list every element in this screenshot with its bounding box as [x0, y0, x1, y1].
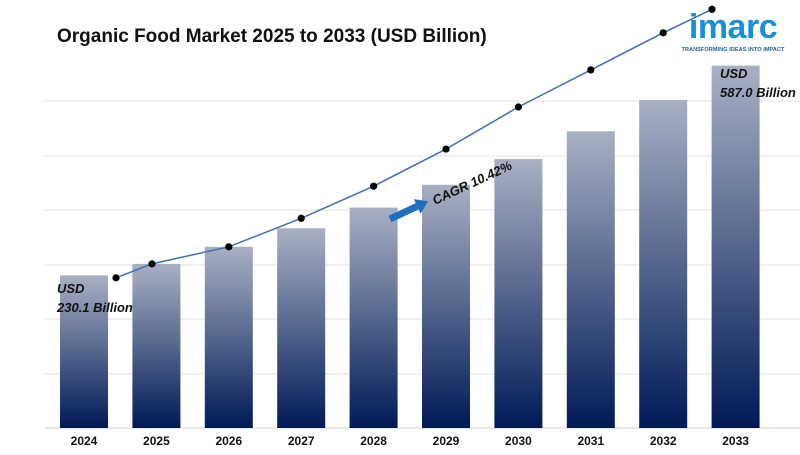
x-tick-2027: 2027 — [288, 434, 315, 448]
logo-tagline: TRANSFORMING IDEAS INTO IMPACT — [681, 47, 785, 53]
cagr-arrow — [388, 199, 429, 223]
bar-2031 — [566, 131, 615, 428]
x-tick-2024: 2024 — [71, 434, 98, 448]
x-tick-2029: 2029 — [433, 434, 460, 448]
x-tick-2025: 2025 — [143, 434, 170, 448]
end-value-label-line1: USD — [720, 66, 748, 81]
bars — [60, 65, 760, 429]
trend-marker-5 — [442, 145, 450, 153]
trend-marker-1 — [148, 260, 156, 268]
x-tick-2026: 2026 — [215, 434, 242, 448]
bar-2028 — [349, 207, 398, 428]
trend-marker-7 — [587, 66, 595, 74]
bar-2029 — [422, 184, 470, 428]
x-tick-2032: 2032 — [650, 434, 677, 448]
bar-2032 — [639, 99, 688, 428]
bar-2026 — [204, 246, 253, 428]
imarc-logo: imarc TRANSFORMING IDEAS INTO IMPACT — [674, 8, 792, 56]
trend-marker-8 — [659, 29, 667, 37]
bar-2033 — [711, 65, 760, 429]
bar-2027 — [277, 228, 326, 428]
trend-line — [115, 8, 713, 279]
x-tick-2031: 2031 — [577, 434, 604, 448]
x-tick-2033: 2033 — [722, 434, 749, 448]
x-tick-labels: 2024 2025 2026 2027 2028 2029 2030 2031 2032 2033 — [71, 434, 750, 448]
chart-title: Organic Food Market 2025 to 2033 (USD Bi… — [57, 26, 487, 47]
trend-marker-0 — [112, 274, 120, 282]
trend-marker-3 — [297, 214, 305, 222]
start-value-label-line2: 230.1 Billion — [56, 300, 133, 315]
bar-2030 — [494, 159, 543, 428]
logo-wordmark: imarc — [688, 8, 778, 46]
trend-markers — [112, 5, 716, 282]
trend-marker-2 — [225, 243, 233, 251]
trend-marker-9 — [708, 5, 716, 13]
trend-marker-6 — [514, 103, 523, 111]
trend-marker-4 — [370, 182, 378, 190]
bar-2025 — [132, 263, 181, 428]
start-value-label-line1: USD — [57, 281, 85, 296]
bar-2024 — [60, 275, 108, 428]
end-value-label-line2: 587.0 Billion — [720, 85, 796, 100]
x-tick-2030: 2030 — [505, 434, 532, 448]
x-tick-2028: 2028 — [360, 434, 387, 448]
